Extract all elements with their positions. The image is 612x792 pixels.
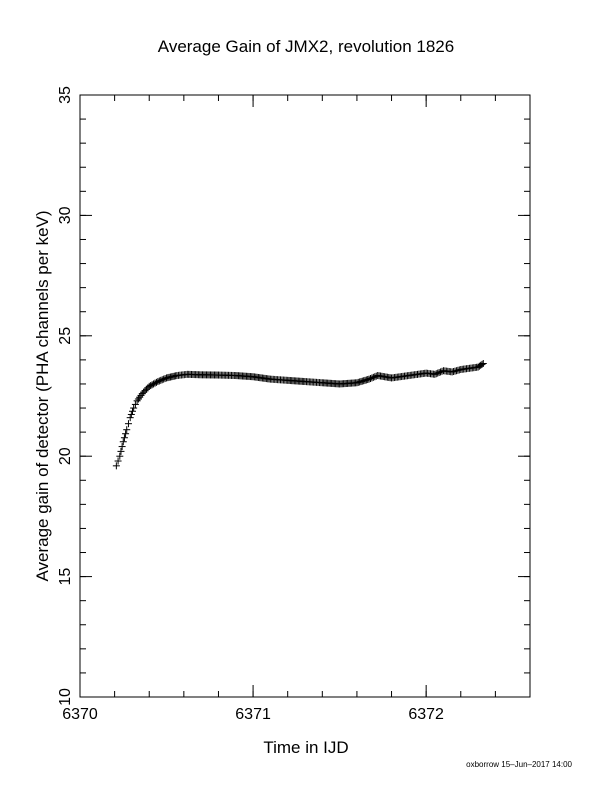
data-point: [126, 414, 134, 422]
data-point: [134, 395, 142, 403]
data-point: [479, 359, 487, 367]
minor-ticks: [79, 94, 531, 698]
data-point: [130, 404, 138, 412]
data-point: [117, 447, 125, 455]
data-point: [369, 373, 377, 381]
data-point: [158, 376, 166, 384]
data-point: [366, 375, 374, 383]
data-point: [431, 370, 439, 378]
data-point: [119, 438, 127, 446]
data-point: [155, 377, 163, 385]
data-point: [129, 407, 136, 415]
tick-labels: 6370 6371 6372 10 15 20 25 30 35: [57, 86, 444, 723]
y-tick-label: 30: [57, 206, 74, 224]
data-point: [133, 397, 141, 405]
data-point: [157, 376, 165, 384]
data-point: [365, 375, 373, 383]
x-axis-label-text: Time in IJD: [263, 738, 349, 757]
y-tick-label: 20: [57, 447, 74, 465]
data-point: [152, 378, 160, 386]
y-tick-label: 10: [57, 688, 74, 706]
x-tick-label: 6370: [62, 706, 98, 723]
data-point: [478, 360, 486, 368]
data-point: [434, 369, 442, 377]
data-point: [160, 375, 168, 383]
x-tick-label: 6371: [235, 706, 271, 723]
data-point: [371, 373, 379, 381]
data-point: [136, 393, 144, 401]
data-point: [435, 369, 443, 377]
y-tick-label: 15: [57, 568, 74, 586]
x-axis-label: Time in IJD: [0, 738, 612, 758]
plot-frame: [79, 94, 531, 698]
data-point: [151, 379, 159, 387]
data-point: [148, 381, 156, 389]
data-point: [114, 457, 122, 465]
data-point: [120, 434, 128, 442]
data-point: [116, 452, 124, 460]
data-point: [150, 380, 158, 388]
y-tick-label: 25: [57, 327, 74, 345]
data-point: [112, 462, 120, 470]
footer-note: oxborrow 15–Jun–2017 14:00: [466, 760, 572, 769]
data-point: [154, 378, 162, 386]
x-tick-label: 6372: [408, 706, 444, 723]
y-tick-label: 35: [57, 86, 74, 104]
data-point: [122, 430, 130, 438]
data-point: [432, 370, 440, 378]
data-point: [127, 410, 135, 418]
data-point: [437, 368, 445, 376]
data-point: [145, 382, 153, 390]
data-point: [131, 400, 139, 408]
data-point: [118, 443, 126, 451]
major-ticks: [79, 94, 530, 698]
data-point: [123, 426, 131, 434]
data-point: [368, 374, 376, 382]
data-point: [124, 420, 132, 428]
y-axis-label: Average gain of detector (PHA channels p…: [33, 210, 52, 581]
chart-title: Average Gain of JMX2, revolution 1826: [157, 37, 455, 56]
data-points: [112, 359, 487, 470]
data-point: [147, 382, 155, 390]
